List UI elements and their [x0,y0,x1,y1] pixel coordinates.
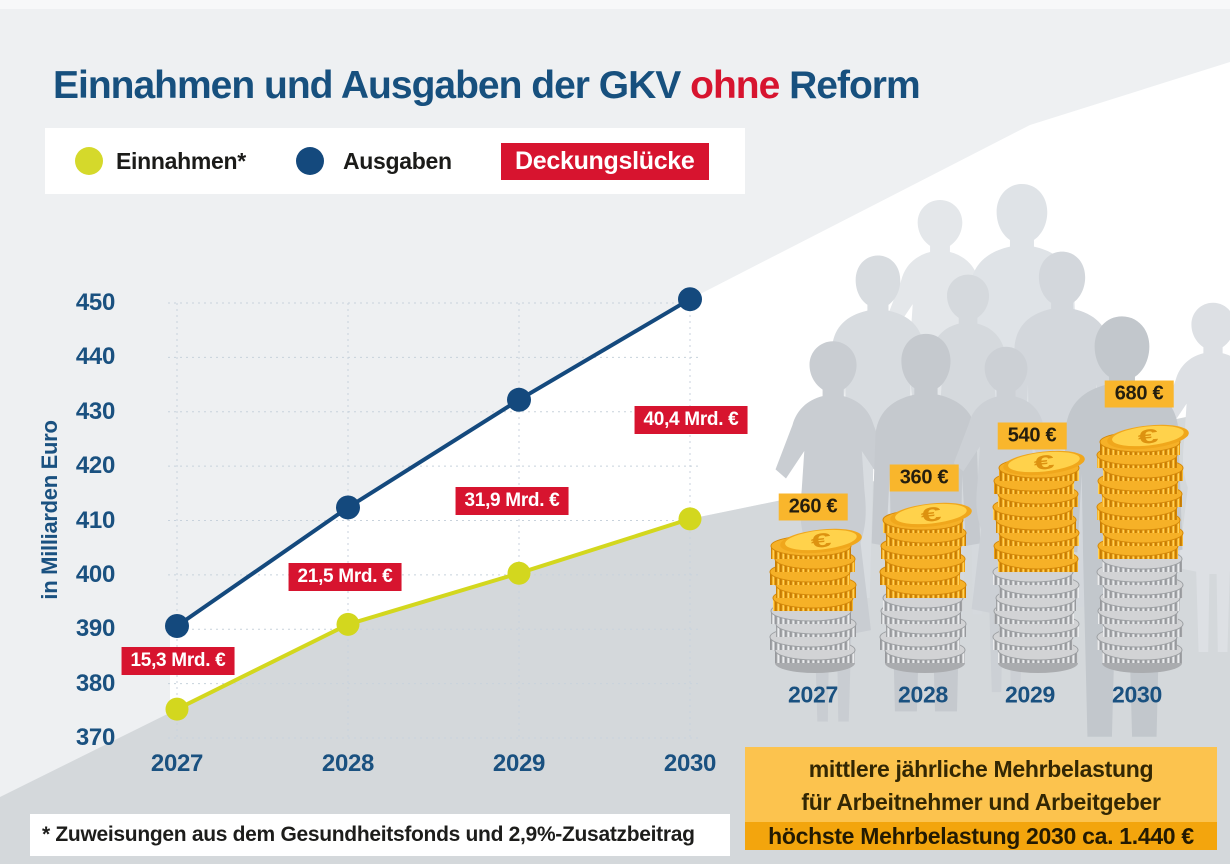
burden-box-line1: mittlere jährliche Mehrbelastung [808,756,1154,782]
ausgaben-point-2029 [507,387,531,412]
burden-badge-2030: 680 € [1104,380,1174,408]
stack-year-2029: 2029 [1005,681,1055,708]
stack-year-2027: 2027 [788,681,838,708]
gap-badge-2028: 21,5 Mrd. € [288,563,402,591]
gap-badge-2027: 15,3 Mrd. € [121,647,235,675]
euro-symbol: € [1033,451,1055,475]
coin-stack-2028: € [879,503,972,673]
ausgaben-point-2030 [678,287,702,312]
y-tick-400: 400 [75,560,115,588]
person-silhouette [1160,302,1230,653]
y-tick-370: 370 [75,724,115,751]
coin-stacks: € € € € [769,425,1189,673]
ausgaben-point-2028 [336,495,360,520]
x-label-2028: 2028 [321,750,375,777]
white-gap-band [170,62,1230,713]
einnahmen-point-2030 [678,507,702,531]
burden-box-strip: höchste Mehrbelastung 2030 ca. 1.440 € [745,822,1217,850]
legend: Einnahmen* Ausgaben Deckungslücke [45,128,745,194]
einnahmen-line [176,516,691,711]
legend-label-einnahmen: Einnahmen* [116,148,246,174]
top-coin: € [780,529,862,554]
ausgaben-dot-icon [296,147,324,175]
legend-label-ausgaben: Ausgaben [343,148,452,174]
y-tick-450: 450 [75,289,115,316]
burden-box-main: mittlere jährliche Mehrbelastung für Arb… [745,747,1217,822]
einnahmen-point-2028 [336,612,360,636]
gap-badge-2029: 31,9 Mrd. € [455,487,569,515]
ausgaben-line [175,297,692,628]
title-highlight: ohne [690,64,780,107]
einnahmen-point-2027 [165,697,189,721]
burden-box: mittlere jährliche Mehrbelastung für Arb… [745,747,1217,850]
top-coin: € [890,503,972,528]
y-tick-380: 380 [75,669,115,697]
y-tick-410: 410 [75,506,115,534]
euro-symbol: € [810,529,832,553]
burden-box-line2: für Arbeitnehmer und Arbeitgeber [801,789,1161,816]
y-tick-430: 430 [75,397,115,425]
ausgaben-point-2027 [165,613,189,638]
einnahmen-dot-icon [75,147,103,175]
title-part1: Einnahmen und Ausgaben der GKV [53,64,691,107]
top-coin-face [1008,451,1080,473]
top-coin: € [1003,451,1085,476]
x-label-2030: 2030 [663,750,717,777]
top-margin-strip [0,0,1230,9]
y-tick-420: 420 [75,452,115,480]
top-coin-face [1112,425,1184,447]
x-label-2029: 2029 [492,750,546,777]
coin-stack-2029: € [992,451,1085,673]
euro-symbol: € [920,503,942,527]
gap-badge-2030: 40,4 Mrd. € [634,406,748,434]
coin-stack-2027: € [769,529,862,673]
deckungsluecke-badge: Deckungslücke [501,143,709,180]
burden-badge-2028: 360 € [889,464,959,492]
x-label-2027: 2027 [150,750,204,777]
footnote: * Zuweisungen aus dem Gesundheitsfonds u… [30,814,730,856]
einnahmen-point-2029 [507,561,531,585]
title-part2: Reform [779,64,921,107]
chart-grid [168,302,698,739]
coin-stack-2030: € [1096,425,1189,673]
top-coin-face [895,503,967,525]
euro-symbol: € [1137,425,1159,449]
page-title: Einnahmen und Ausgaben der GKV ohne Refo… [53,64,921,108]
chart-series [165,287,702,721]
burden-badge-2027: 260 € [778,493,848,521]
y-tick-390: 390 [75,615,115,643]
top-coin-face [785,529,857,551]
burden-badge-2029: 540 € [997,422,1067,450]
top-coin: € [1107,425,1189,450]
stack-year-2028: 2028 [898,681,948,708]
y-tick-440: 440 [75,343,115,371]
stack-year-2030: 2030 [1112,681,1162,708]
